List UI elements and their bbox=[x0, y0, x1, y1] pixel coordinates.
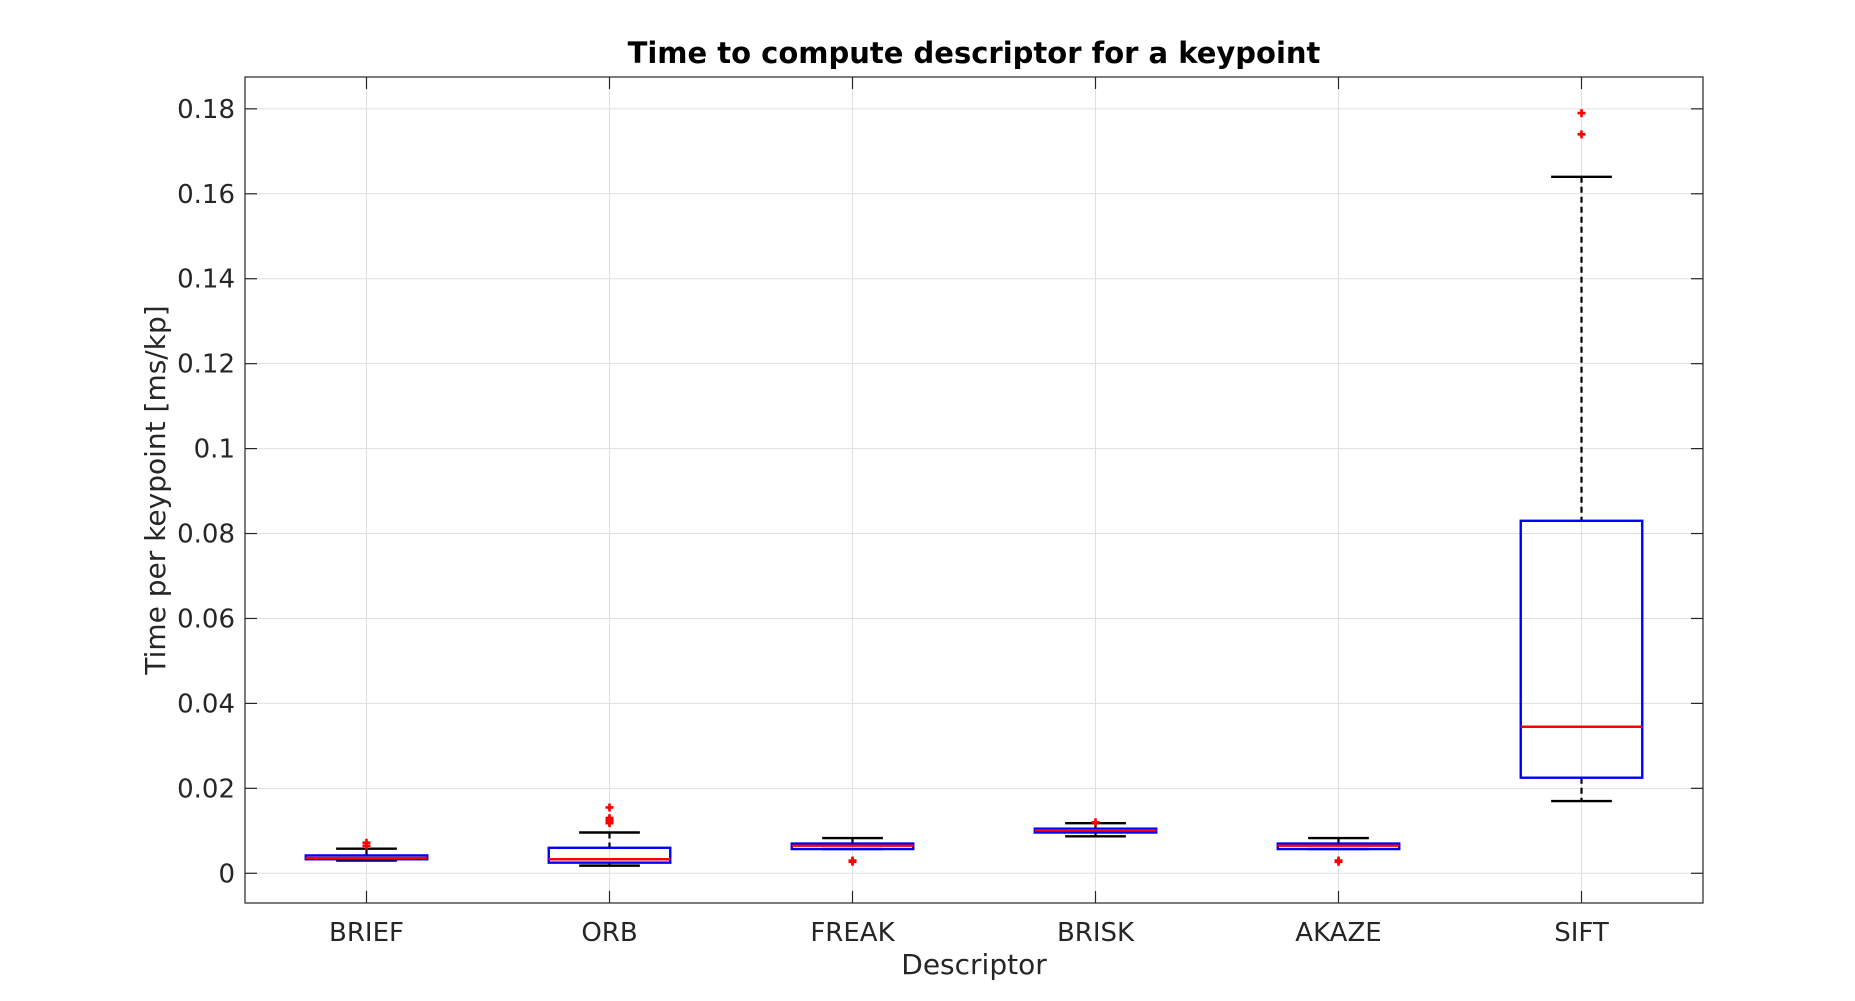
x-tick-label: BRIEF bbox=[329, 918, 404, 948]
x-tick-label: FREAK bbox=[810, 918, 895, 948]
y-tick-label: 0.18 bbox=[177, 95, 235, 125]
outlier-marker bbox=[605, 814, 614, 823]
outlier-marker bbox=[605, 803, 614, 812]
box-group-freak bbox=[790, 836, 915, 866]
iqr-box bbox=[1519, 519, 1644, 779]
box-group-sift bbox=[1519, 109, 1644, 803]
y-tick-label: 0.1 bbox=[194, 435, 235, 465]
outlier-marker bbox=[1091, 818, 1100, 827]
x-tick-label: ORB bbox=[581, 918, 637, 948]
iqr-box bbox=[547, 846, 672, 864]
box-group-brief bbox=[304, 838, 429, 862]
box-group-brisk bbox=[1033, 818, 1158, 838]
outlier-marker bbox=[1577, 130, 1586, 139]
y-tick-label: 0.08 bbox=[177, 520, 235, 550]
outlier-marker bbox=[1577, 109, 1586, 118]
y-axis-label: Time per keypoint [ms/kp] bbox=[139, 305, 172, 675]
chart-title: Time to compute descriptor for a keypoin… bbox=[628, 36, 1321, 70]
box-group-akaze bbox=[1276, 836, 1401, 866]
y-tick-label: 0.06 bbox=[177, 604, 235, 634]
axis-ticks bbox=[245, 77, 1703, 903]
y-tick-labels: 0 0.02 0.04 0.06 0.08 0.1 0.12 0.14 0.16 0.18 bbox=[177, 95, 235, 889]
y-tick-label: 0.14 bbox=[177, 265, 235, 295]
x-tick-label: SIFT bbox=[1554, 918, 1609, 948]
outlier-marker bbox=[848, 856, 857, 865]
box-group-orb bbox=[547, 803, 672, 867]
y-tick-label: 0.02 bbox=[177, 774, 235, 804]
grid-lines bbox=[245, 77, 1703, 903]
y-tick-label: 0.16 bbox=[177, 180, 235, 210]
y-tick-label: 0.04 bbox=[177, 689, 235, 719]
y-tick-label: 0.12 bbox=[177, 350, 235, 380]
outlier-marker bbox=[362, 838, 371, 847]
x-axis-label: Descriptor bbox=[901, 948, 1047, 981]
outlier-marker bbox=[1334, 856, 1343, 865]
x-tick-labels: BRIEF ORB FREAK BRISK AKAZE SIFT bbox=[329, 918, 1609, 948]
boxes bbox=[304, 109, 1644, 867]
y-tick-label: 0 bbox=[218, 859, 235, 889]
x-tick-label: BRISK bbox=[1057, 918, 1135, 948]
plot-area-border bbox=[244, 76, 1704, 904]
x-tick-label: AKAZE bbox=[1295, 918, 1381, 948]
plot-area-background bbox=[245, 77, 1703, 903]
